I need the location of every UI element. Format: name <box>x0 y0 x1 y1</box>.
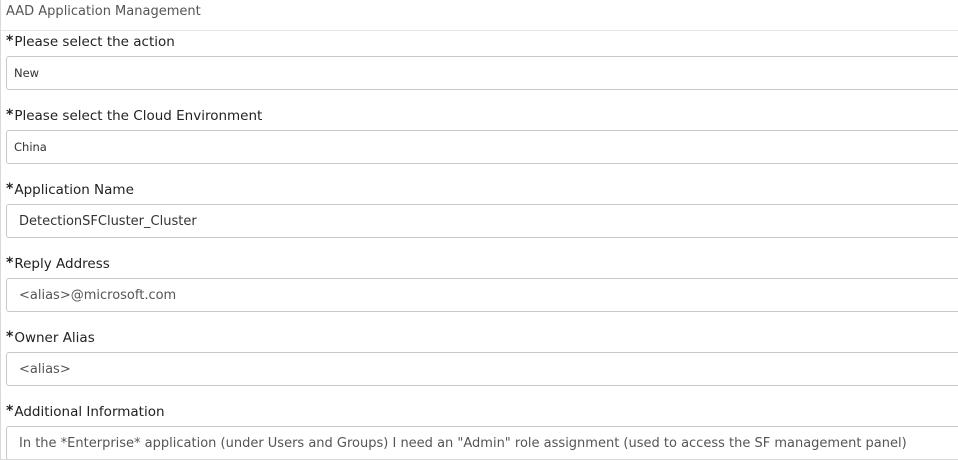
field-owner-alias: *Owner Alias <box>1 327 958 401</box>
owner-alias-label: Owner Alias <box>14 330 95 346</box>
required-marker: * <box>6 329 14 345</box>
application-name-label: Application Name <box>14 182 134 198</box>
required-marker: * <box>6 255 14 271</box>
application-name-input[interactable] <box>6 204 958 238</box>
reply-address-input[interactable] <box>6 278 958 312</box>
cloud-environment-select[interactable]: China <box>6 130 958 164</box>
field-cloud-environment: *Please select the Cloud Environment Chi… <box>1 105 958 179</box>
field-label: *Application Name <box>6 181 134 198</box>
field-label: *Reply Address <box>6 255 110 272</box>
additional-information-textarea[interactable] <box>6 426 958 459</box>
field-label: *Additional Information <box>6 403 165 420</box>
cloud-environment-label: Please select the Cloud Environment <box>14 108 263 124</box>
field-label: *Owner Alias <box>6 329 95 346</box>
required-marker: * <box>6 403 14 419</box>
page-title: AAD Application Management <box>1 0 958 31</box>
field-label: *Please select the Cloud Environment <box>6 107 262 124</box>
action-select[interactable]: New <box>6 56 958 90</box>
field-application-name: *Application Name <box>1 179 958 253</box>
required-marker: * <box>6 33 14 49</box>
owner-alias-input[interactable] <box>6 352 958 386</box>
required-marker: * <box>6 107 14 123</box>
required-marker: * <box>6 181 14 197</box>
field-action: *Please select the action New <box>1 31 958 105</box>
field-additional-information: *Additional Information <box>1 401 958 459</box>
field-label: *Please select the action <box>6 33 175 50</box>
field-reply-address: *Reply Address <box>1 253 958 327</box>
action-label: Please select the action <box>14 34 175 50</box>
additional-information-label: Additional Information <box>14 404 165 420</box>
reply-address-label: Reply Address <box>14 256 110 272</box>
